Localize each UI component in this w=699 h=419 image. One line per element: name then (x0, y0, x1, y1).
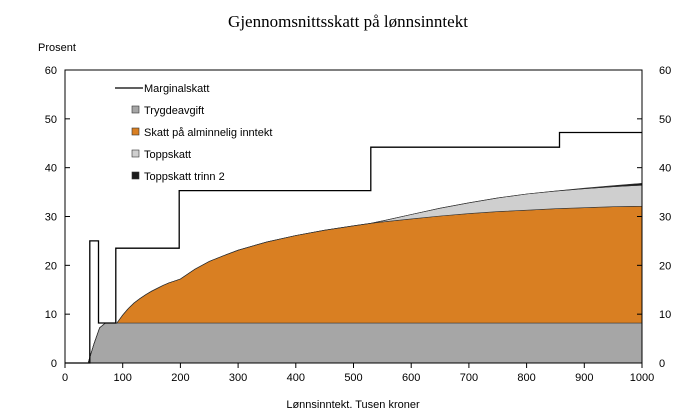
x-tick-label: 800 (517, 372, 535, 384)
y-tick-label-right: 30 (659, 212, 671, 224)
legend-item-marginalskatt: Marginalskatt (115, 83, 209, 95)
line-marginalskatt (65, 131, 642, 364)
x-tick-label: 700 (460, 372, 478, 384)
y-tick-label-right: 50 (659, 114, 671, 126)
y-tick-label-right: 0 (659, 358, 665, 370)
x-tick-label: 900 (575, 372, 593, 384)
legend-item-skatt-pa-alminnelig-inntekt: Skatt på alminnelig inntekt (131, 127, 272, 139)
y-tick-label-left: 50 (45, 114, 57, 126)
y-tick-label-right: 60 (659, 65, 671, 77)
legend-item-trygdeavgift: Trygdeavgift (131, 105, 204, 117)
y-tick-label-left: 40 (45, 163, 57, 175)
x-tick-label: 0 (62, 372, 68, 384)
area-layers (65, 182, 643, 364)
legend-swatch (131, 171, 140, 180)
legend: Marginalskatt Trygdeavgift Skatt på alminn… (115, 83, 272, 183)
x-tick-label: 600 (402, 372, 420, 384)
x-tick-label: 100 (114, 372, 132, 384)
y-tick-label-left: 30 (45, 212, 57, 224)
y-tick-label-left: 0 (51, 358, 57, 370)
y-tick-label-left: 60 (45, 65, 57, 77)
x-tick-label: 300 (229, 372, 247, 384)
legend-label: Trygdeavgift (144, 105, 204, 117)
legend-item-toppskatt-trinn-2: Toppskatt trinn 2 (131, 171, 225, 183)
y-tick-label-right: 40 (659, 163, 671, 175)
marginal-tax-line-layer (65, 131, 642, 364)
y-tick-label-left: 10 (45, 309, 57, 321)
y-axis-label: Prosent (38, 42, 76, 54)
legend-swatch (131, 105, 140, 114)
legend-label: Toppskatt trinn 2 (144, 171, 225, 183)
area-trygdeavgift (65, 322, 643, 364)
legend-swatch (131, 127, 140, 136)
legend-label: Toppskatt (144, 149, 191, 161)
x-tick-label: 1000 (630, 372, 654, 384)
x-tick-label: 400 (287, 372, 305, 384)
legend-item-toppskatt: Toppskatt (131, 149, 191, 161)
y-tick-label-left: 20 (45, 260, 57, 272)
legend-swatch (131, 149, 140, 158)
x-axis-label: Lønnsinntekt. Tusen kroner (286, 399, 420, 411)
legend-label: Skatt på alminnelig inntekt (144, 127, 272, 139)
x-tick-label: 200 (171, 372, 189, 384)
chart-title: Gjennomsnittsskatt på lønnsinntekt (228, 12, 468, 31)
legend-label: Marginalskatt (144, 83, 209, 95)
y-tick-label-right: 10 (659, 309, 671, 321)
x-tick-label: 500 (344, 372, 362, 384)
y-tick-label-right: 20 (659, 260, 671, 272)
